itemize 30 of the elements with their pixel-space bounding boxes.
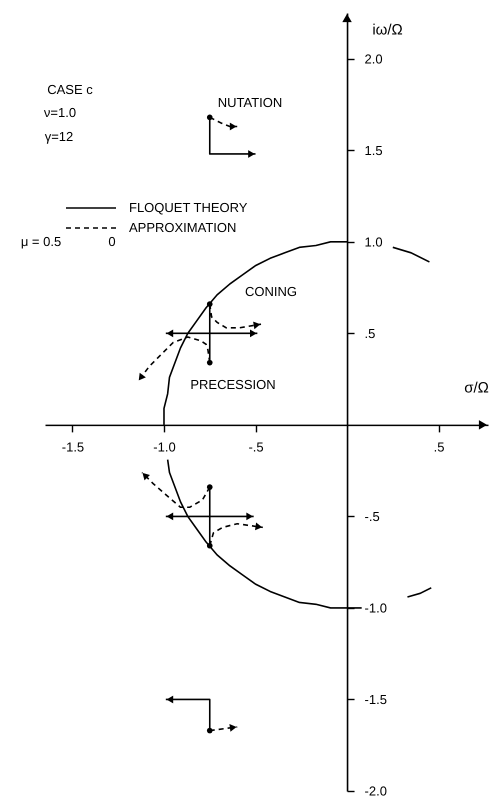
y-tick-label: 2.0 bbox=[364, 51, 383, 66]
y-tick-label: -.5 bbox=[364, 508, 380, 524]
legend-label: APPROXIMATION bbox=[129, 220, 236, 235]
point bbox=[206, 542, 213, 549]
annotation: γ=12 bbox=[44, 129, 74, 144]
annotation: PRECESSION bbox=[190, 377, 276, 392]
y-axis-title: iω/Ω bbox=[372, 22, 403, 38]
y-tick-label: 1.5 bbox=[364, 142, 383, 158]
x-tick-label: -.5 bbox=[248, 439, 264, 454]
y-tick-label: -1.0 bbox=[364, 600, 387, 616]
point bbox=[206, 360, 213, 366]
point bbox=[206, 728, 213, 734]
annotation: CONING bbox=[245, 284, 297, 299]
annotation: NUTATION bbox=[218, 95, 282, 110]
y-tick-label: 1.0 bbox=[364, 234, 383, 250]
y-tick-label: .5 bbox=[364, 326, 376, 341]
point bbox=[206, 484, 213, 490]
y-tick-label: -2.0 bbox=[364, 784, 387, 798]
x-tick-label: -1.5 bbox=[62, 439, 84, 454]
annotation: ν=1.0 bbox=[44, 105, 76, 120]
x-tick-label: -1.0 bbox=[153, 439, 176, 454]
annotation: μ = 0.5 bbox=[20, 234, 62, 249]
x-tick-label: .5 bbox=[434, 439, 444, 454]
y-tick-label: -1.5 bbox=[364, 692, 387, 707]
point bbox=[206, 114, 213, 120]
annotation: CASE c bbox=[47, 82, 94, 97]
legend-label: FLOQUET THEORY bbox=[129, 200, 248, 215]
x-axis-title: σ/Ω bbox=[464, 379, 489, 396]
annotation: 0 bbox=[108, 234, 116, 249]
point bbox=[206, 301, 213, 307]
